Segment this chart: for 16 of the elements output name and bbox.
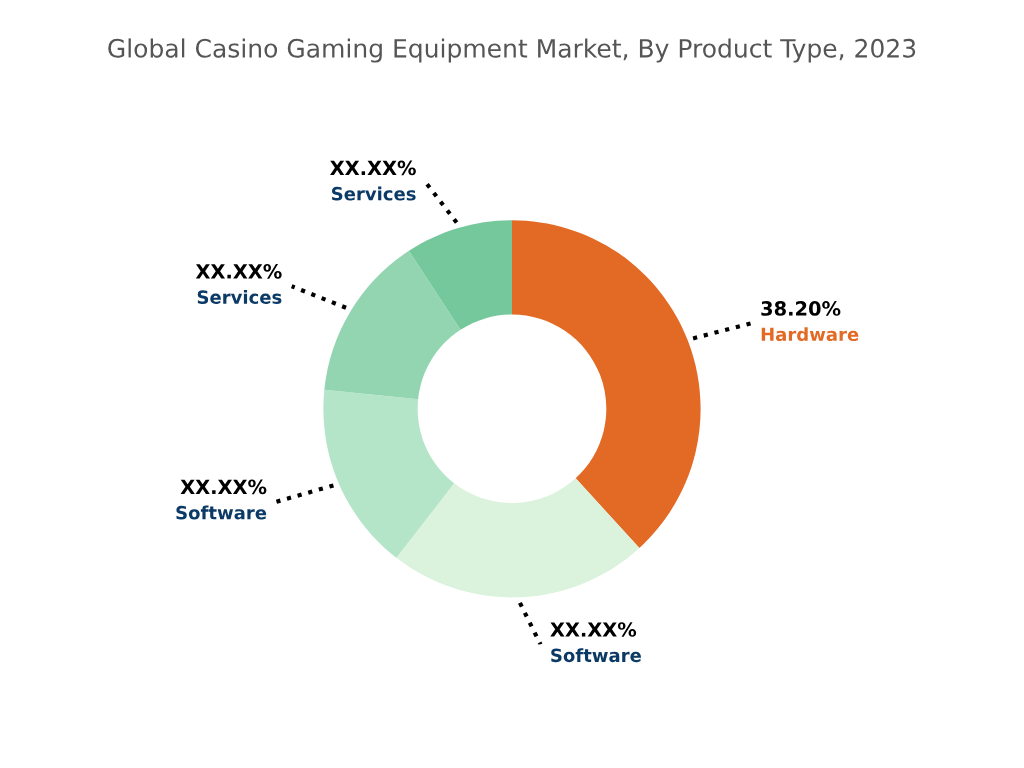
donut-slice	[324, 250, 461, 400]
donut-slice	[512, 220, 701, 548]
slice-label: Software	[176, 505, 267, 520]
data-label: XX.XX%	[195, 263, 282, 279]
slice-label: Services	[197, 290, 282, 304]
slice-label: Hardware	[761, 327, 859, 342]
chart-title: Global Casino Gaming Equipment Market, By Product Type, 2023	[108, 38, 916, 63]
donut-slice	[396, 478, 640, 598]
donut-slice	[408, 220, 512, 330]
donut-slice	[323, 389, 455, 558]
data-label: 38.20%	[761, 301, 841, 316]
data-label: XX.XX%	[550, 622, 637, 637]
slice-label: Services	[331, 186, 416, 201]
data-label: XX.XX%	[330, 160, 416, 176]
data-label: XX.XX%	[180, 479, 267, 495]
slice-label: Software	[551, 648, 641, 663]
